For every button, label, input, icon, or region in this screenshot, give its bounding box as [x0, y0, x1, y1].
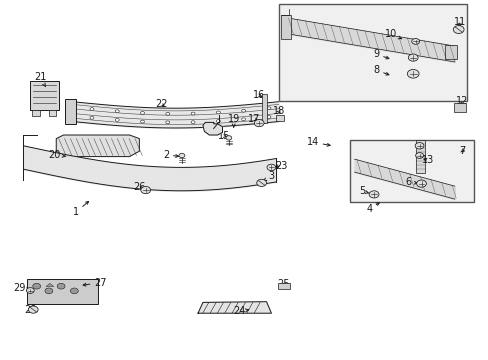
Circle shape: [416, 180, 426, 187]
Circle shape: [45, 288, 53, 294]
Circle shape: [33, 283, 41, 289]
Circle shape: [241, 118, 245, 121]
Text: 3: 3: [263, 171, 274, 181]
Text: 29: 29: [13, 283, 30, 293]
Bar: [30, 81, 59, 110]
Polygon shape: [56, 135, 139, 157]
Text: 1: 1: [73, 201, 88, 217]
Bar: [278, 4, 466, 101]
Circle shape: [115, 118, 119, 121]
Text: 18: 18: [272, 106, 285, 116]
Bar: [32, 110, 40, 116]
Text: 14: 14: [306, 137, 329, 147]
Circle shape: [216, 111, 220, 114]
Text: 19: 19: [227, 114, 240, 127]
Text: 17: 17: [247, 114, 260, 124]
Circle shape: [407, 54, 417, 61]
Circle shape: [415, 153, 423, 158]
Text: 12: 12: [455, 96, 468, 106]
Circle shape: [407, 69, 418, 78]
Circle shape: [140, 112, 144, 114]
Text: 8: 8: [373, 65, 388, 75]
Circle shape: [414, 143, 423, 149]
Circle shape: [141, 186, 150, 194]
Bar: [65, 99, 76, 125]
Text: 25: 25: [277, 279, 289, 289]
Circle shape: [266, 107, 270, 110]
Circle shape: [241, 109, 245, 112]
Text: 10: 10: [384, 29, 401, 39]
Text: 23: 23: [274, 161, 287, 171]
Circle shape: [411, 39, 419, 44]
Text: 22: 22: [155, 99, 167, 109]
Text: 21: 21: [34, 72, 46, 86]
Text: 11: 11: [452, 17, 465, 27]
Text: 5: 5: [358, 186, 368, 196]
Bar: [27, 279, 98, 304]
Polygon shape: [203, 122, 222, 135]
Bar: [276, 115, 284, 121]
Bar: [49, 110, 56, 116]
Circle shape: [191, 121, 195, 123]
Text: 15: 15: [217, 131, 230, 141]
Circle shape: [179, 153, 184, 158]
Circle shape: [70, 288, 78, 294]
Circle shape: [90, 116, 94, 119]
Circle shape: [165, 112, 169, 115]
Text: 2: 2: [163, 150, 178, 160]
Bar: [453, 103, 465, 112]
Circle shape: [266, 164, 275, 171]
Circle shape: [90, 108, 94, 111]
Text: 13: 13: [421, 155, 433, 165]
Text: 4: 4: [366, 203, 379, 214]
Text: 6: 6: [405, 177, 416, 187]
Circle shape: [225, 136, 231, 140]
Text: 27: 27: [83, 278, 106, 288]
Text: 7: 7: [458, 146, 464, 156]
Bar: [349, 140, 473, 202]
Circle shape: [452, 26, 463, 33]
Bar: [415, 140, 425, 173]
Circle shape: [57, 283, 65, 289]
Circle shape: [191, 112, 195, 115]
Bar: [277, 283, 289, 289]
Text: 16: 16: [252, 90, 265, 100]
Circle shape: [266, 116, 270, 118]
Circle shape: [368, 191, 378, 198]
Bar: [281, 15, 290, 39]
Circle shape: [115, 110, 119, 113]
Text: 28: 28: [24, 305, 37, 315]
Circle shape: [140, 120, 144, 123]
Bar: [261, 94, 266, 123]
Circle shape: [254, 120, 264, 127]
Circle shape: [165, 121, 169, 124]
Text: 24: 24: [233, 306, 248, 316]
Circle shape: [26, 288, 34, 293]
Circle shape: [28, 306, 38, 313]
Polygon shape: [46, 283, 54, 287]
Circle shape: [216, 120, 220, 122]
Circle shape: [256, 179, 266, 186]
Bar: [444, 45, 456, 59]
Polygon shape: [198, 302, 271, 313]
Text: 20: 20: [48, 150, 65, 160]
Text: 9: 9: [373, 49, 388, 59]
Text: 26: 26: [133, 182, 145, 192]
